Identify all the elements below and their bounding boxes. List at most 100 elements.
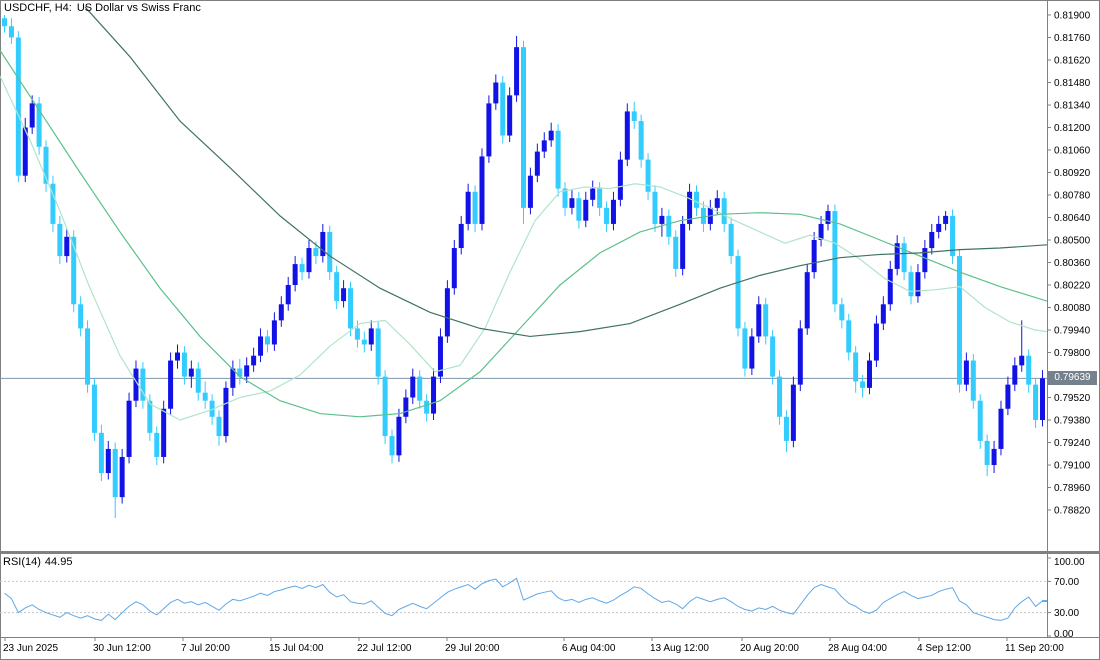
price-axis-label: 0.80220 bbox=[1054, 281, 1091, 292]
bull-candle bbox=[569, 198, 575, 208]
bear-candle bbox=[327, 231, 333, 273]
bear-candle bbox=[181, 352, 187, 377]
bull-candle bbox=[396, 416, 402, 456]
ma-fast-light-green bbox=[0, 75, 1047, 421]
bull-candle bbox=[230, 368, 236, 388]
bear-candle bbox=[763, 304, 769, 337]
bear-candle bbox=[36, 103, 42, 147]
bear-candle bbox=[2, 18, 7, 27]
bear-candle bbox=[673, 236, 679, 269]
price-axis-label: 0.78960 bbox=[1054, 483, 1091, 494]
bear-candle bbox=[500, 82, 506, 136]
bear-candle bbox=[50, 183, 56, 224]
bear-candle bbox=[832, 211, 838, 305]
bear-candle bbox=[735, 256, 741, 329]
price-axis-label: 0.81340 bbox=[1054, 101, 1091, 112]
time-axis-label: 11 Sep 20:00 bbox=[1005, 643, 1064, 654]
bull-candle bbox=[756, 304, 762, 337]
time-axis-label: 13 Aug 12:00 bbox=[650, 643, 709, 654]
bull-candle bbox=[403, 397, 409, 417]
time-axis-label: 28 Aug 04:00 bbox=[828, 643, 887, 654]
bear-candle bbox=[195, 368, 201, 393]
bear-candle bbox=[777, 376, 783, 417]
price-axis-label: 0.80920 bbox=[1054, 168, 1091, 179]
bull-candle bbox=[444, 288, 450, 337]
rsi-panel[interactable] bbox=[0, 577, 1047, 621]
bull-candle bbox=[507, 95, 513, 136]
bear-candle bbox=[154, 432, 160, 457]
bear-candle bbox=[694, 191, 699, 208]
bull-candle bbox=[119, 456, 125, 498]
rsi-axis[interactable]: 100.00 70.00 30.00 0.00 bbox=[1047, 557, 1085, 640]
bear-candle bbox=[521, 47, 526, 208]
bear-candle bbox=[638, 121, 644, 160]
bull-candle bbox=[797, 328, 803, 385]
rsi-indicator-label: RSI(14) 44.95 bbox=[3, 556, 72, 568]
bear-candle bbox=[472, 191, 478, 224]
price-axis-label: 0.80500 bbox=[1054, 236, 1091, 247]
bull-candle bbox=[431, 376, 437, 414]
bull-candle bbox=[867, 360, 872, 388]
bear-candle bbox=[984, 440, 990, 465]
bull-candle bbox=[943, 215, 949, 224]
bull-candle bbox=[271, 320, 277, 345]
bear-candle bbox=[652, 191, 658, 224]
bear-candle bbox=[846, 320, 852, 353]
chart-symbol-period: USDCHF, H4: bbox=[4, 2, 72, 14]
price-axis-label: 0.79940 bbox=[1054, 326, 1091, 337]
bear-candle bbox=[375, 328, 381, 377]
bull-candle bbox=[64, 236, 70, 257]
price-axis-label: 0.81900 bbox=[1054, 11, 1091, 22]
bull-candle bbox=[1005, 384, 1011, 409]
time-axis-label: 7 Jul 20:00 bbox=[181, 643, 230, 654]
time-axis-label: 29 Jul 20:00 bbox=[445, 643, 500, 654]
rsi-axis-label: 70.00 bbox=[1054, 577, 1079, 588]
bear-candle bbox=[908, 272, 914, 297]
rsi-indicator-value: 44.95 bbox=[44, 556, 73, 568]
bull-candle bbox=[590, 188, 596, 200]
bear-candle bbox=[382, 376, 388, 437]
main-price-panel[interactable] bbox=[0, 6, 1047, 519]
bull-candle bbox=[341, 288, 347, 302]
time-axis-label: 22 Jul 12:00 bbox=[357, 643, 412, 654]
bear-candle bbox=[860, 381, 866, 388]
bear-candle bbox=[299, 264, 305, 273]
bull-candle bbox=[804, 272, 810, 329]
bull-candle bbox=[437, 336, 443, 377]
bear-candle bbox=[970, 360, 976, 401]
bear-candle bbox=[417, 376, 423, 401]
current-price-tag: 0.79639 bbox=[1048, 371, 1097, 386]
bull-candle bbox=[479, 156, 485, 224]
bear-candle bbox=[742, 328, 748, 369]
bear-candle bbox=[264, 336, 270, 345]
time-axis[interactable]: 23 Jun 2025 30 Jun 12:00 7 Jul 20:00 15 Jul… bbox=[3, 637, 1064, 654]
ma-slow-dark-green bbox=[84, 6, 1047, 338]
bull-candle bbox=[617, 159, 623, 200]
bear-candle bbox=[1026, 355, 1032, 385]
bull-candle bbox=[790, 384, 796, 441]
bull-candle bbox=[451, 248, 457, 289]
bear-candle bbox=[555, 130, 561, 189]
bull-candle bbox=[929, 231, 935, 249]
bull-candle bbox=[887, 268, 893, 305]
rsi-axis-label: 0.00 bbox=[1054, 629, 1074, 640]
bull-candle bbox=[818, 223, 824, 240]
price-axis-label: 0.80640 bbox=[1054, 213, 1091, 224]
chart-title: USDCHF, H4: US Dollar vs Swiss Franc bbox=[4, 2, 201, 14]
bear-candle bbox=[15, 37, 21, 176]
bear-candle bbox=[728, 223, 734, 257]
bull-candle bbox=[223, 387, 229, 437]
candlestick-series[interactable] bbox=[2, 15, 1045, 519]
bear-candle bbox=[202, 392, 208, 401]
rsi-axis-label: 100.00 bbox=[1054, 557, 1085, 568]
bear-candle bbox=[71, 236, 77, 305]
bull-candle bbox=[410, 376, 416, 398]
price-axis[interactable]: 0.81900 0.81760 0.81620 0.81480 0.81340 0.812… bbox=[1047, 11, 1091, 517]
bear-candle bbox=[237, 368, 243, 377]
price-axis-label: 0.81060 bbox=[1054, 146, 1091, 157]
panel-separator[interactable] bbox=[0, 551, 1100, 554]
bull-candle bbox=[534, 151, 540, 176]
bull-candle bbox=[998, 408, 1004, 449]
bull-candle bbox=[1012, 365, 1018, 385]
